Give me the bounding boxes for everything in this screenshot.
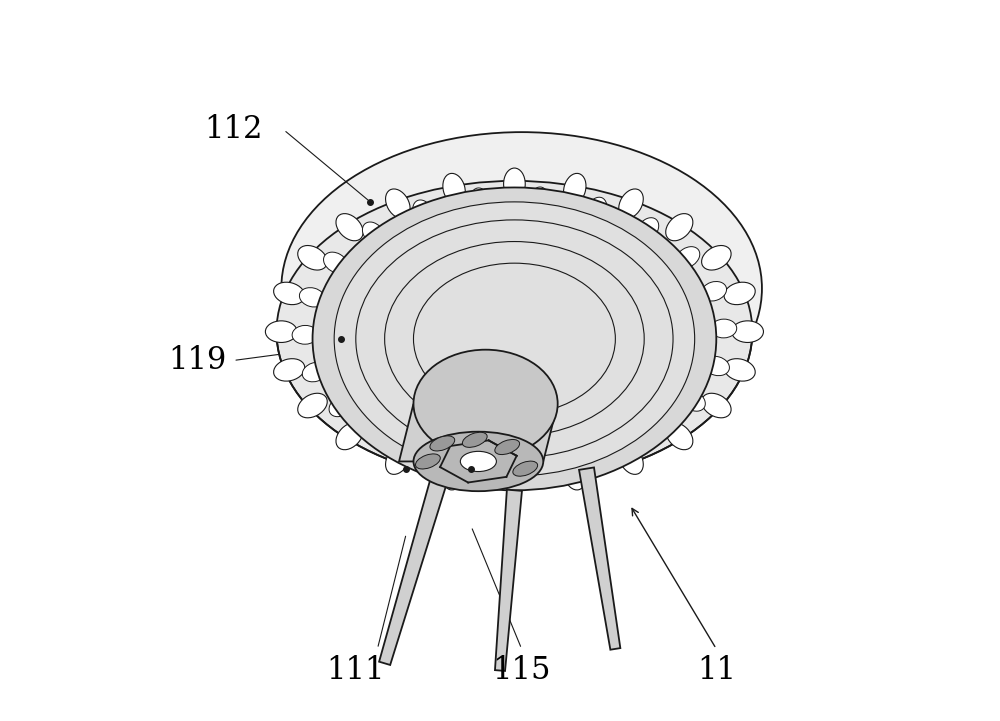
- Ellipse shape: [385, 242, 644, 436]
- Ellipse shape: [702, 246, 731, 270]
- Ellipse shape: [724, 358, 755, 381]
- Ellipse shape: [495, 440, 520, 454]
- Ellipse shape: [313, 187, 716, 490]
- Ellipse shape: [281, 132, 762, 445]
- Ellipse shape: [386, 189, 410, 218]
- Ellipse shape: [470, 188, 489, 213]
- Ellipse shape: [413, 263, 615, 415]
- Text: 112: 112: [204, 115, 262, 145]
- Ellipse shape: [480, 451, 499, 477]
- Ellipse shape: [596, 438, 616, 464]
- Ellipse shape: [460, 451, 496, 472]
- Ellipse shape: [334, 202, 695, 476]
- Polygon shape: [379, 466, 451, 665]
- Ellipse shape: [704, 356, 729, 376]
- Ellipse shape: [666, 213, 693, 241]
- Ellipse shape: [530, 187, 549, 213]
- Ellipse shape: [299, 288, 325, 307]
- Ellipse shape: [702, 393, 731, 417]
- Text: 111: 111: [327, 655, 385, 686]
- Ellipse shape: [681, 390, 705, 411]
- Ellipse shape: [298, 393, 327, 417]
- Polygon shape: [495, 490, 522, 671]
- Ellipse shape: [564, 459, 586, 490]
- Ellipse shape: [292, 325, 318, 344]
- Ellipse shape: [413, 350, 558, 458]
- Ellipse shape: [504, 168, 525, 200]
- Ellipse shape: [274, 282, 305, 305]
- Ellipse shape: [356, 220, 673, 458]
- Text: 119: 119: [168, 345, 226, 376]
- Ellipse shape: [336, 213, 363, 241]
- Ellipse shape: [564, 173, 586, 205]
- Ellipse shape: [644, 418, 666, 441]
- Ellipse shape: [413, 432, 543, 491]
- Ellipse shape: [430, 436, 455, 451]
- Ellipse shape: [462, 433, 487, 447]
- Ellipse shape: [443, 459, 465, 490]
- Ellipse shape: [540, 450, 559, 475]
- Ellipse shape: [619, 445, 643, 474]
- Ellipse shape: [386, 445, 410, 474]
- Ellipse shape: [302, 362, 328, 382]
- Ellipse shape: [336, 423, 363, 450]
- Ellipse shape: [422, 441, 442, 466]
- Ellipse shape: [443, 173, 465, 205]
- Ellipse shape: [370, 423, 392, 446]
- Ellipse shape: [513, 461, 538, 476]
- Ellipse shape: [619, 189, 643, 218]
- Ellipse shape: [276, 181, 752, 482]
- Ellipse shape: [298, 246, 327, 270]
- Ellipse shape: [413, 200, 433, 225]
- Polygon shape: [399, 404, 558, 461]
- Ellipse shape: [504, 464, 525, 495]
- Polygon shape: [579, 467, 620, 650]
- Ellipse shape: [587, 198, 607, 222]
- Ellipse shape: [701, 281, 727, 301]
- Ellipse shape: [324, 252, 348, 273]
- Ellipse shape: [274, 358, 305, 381]
- Ellipse shape: [724, 282, 755, 305]
- Text: 11: 11: [697, 655, 736, 686]
- Ellipse shape: [732, 321, 763, 342]
- Ellipse shape: [362, 222, 385, 245]
- Ellipse shape: [666, 423, 693, 450]
- Ellipse shape: [676, 247, 700, 268]
- Ellipse shape: [416, 454, 440, 469]
- Text: 115: 115: [492, 655, 551, 686]
- Ellipse shape: [329, 395, 353, 417]
- Ellipse shape: [265, 321, 297, 342]
- Ellipse shape: [711, 319, 737, 338]
- Ellipse shape: [637, 218, 659, 241]
